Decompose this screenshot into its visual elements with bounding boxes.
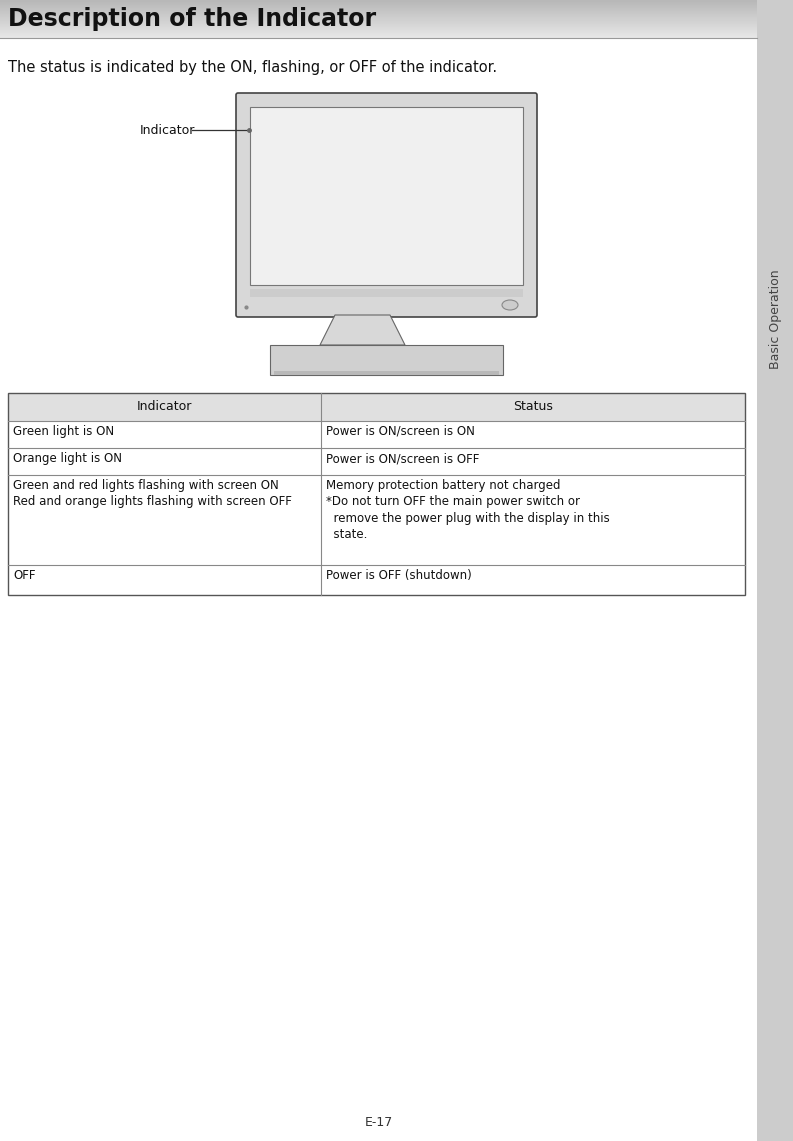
Text: The status is indicated by the ON, flashing, or OFF of the indicator.: The status is indicated by the ON, flash… <box>8 60 497 75</box>
Bar <box>757 0 793 1141</box>
Bar <box>0 10 757 11</box>
Bar <box>0 5 757 6</box>
Bar <box>0 8 757 9</box>
Bar <box>0 17 757 18</box>
Text: Indicator: Indicator <box>137 400 192 413</box>
Text: E-17: E-17 <box>364 1117 393 1130</box>
Bar <box>0 19 757 21</box>
Text: Basic Operation: Basic Operation <box>768 269 781 370</box>
Text: Memory protection battery not charged
*Do not turn OFF the main power switch or
: Memory protection battery not charged *D… <box>326 479 610 542</box>
Bar <box>0 38 757 39</box>
Bar <box>0 7 757 8</box>
Bar <box>0 13 757 14</box>
Bar <box>0 33 757 34</box>
Bar <box>8 393 745 421</box>
Text: Indicator: Indicator <box>140 123 195 137</box>
Bar <box>0 33 757 34</box>
Bar <box>0 37 757 38</box>
Bar <box>0 6 757 7</box>
Bar <box>0 13 757 14</box>
Bar <box>270 345 503 375</box>
Bar <box>0 11 757 13</box>
Text: Orange light is ON: Orange light is ON <box>13 452 122 466</box>
Text: Power is OFF (shutdown): Power is OFF (shutdown) <box>326 569 472 582</box>
Bar <box>0 32 757 33</box>
Bar <box>0 21 757 22</box>
Text: Green and red lights flashing with screen ON
Red and orange lights flashing with: Green and red lights flashing with scree… <box>13 479 292 509</box>
Bar <box>0 26 757 27</box>
Text: Power is ON/screen is ON: Power is ON/screen is ON <box>326 424 475 438</box>
Bar <box>0 22 757 23</box>
Bar <box>0 3 757 5</box>
Bar <box>8 565 745 594</box>
Polygon shape <box>320 315 405 345</box>
Text: Description of the Indicator: Description of the Indicator <box>8 7 376 31</box>
Bar <box>0 14 757 15</box>
Bar <box>0 24 757 25</box>
Bar <box>0 23 757 24</box>
Bar <box>0 35 757 37</box>
Bar <box>0 34 757 35</box>
Bar <box>0 8 757 9</box>
Bar <box>0 19 757 21</box>
Bar <box>8 421 745 448</box>
Bar <box>0 10 757 11</box>
Text: OFF: OFF <box>13 569 36 582</box>
Text: Status: Status <box>513 400 553 413</box>
Bar <box>0 1 757 2</box>
Bar <box>0 15 757 16</box>
Bar <box>274 371 499 375</box>
Bar <box>0 16 757 17</box>
Bar <box>0 30 757 31</box>
Bar <box>0 0 757 1</box>
Ellipse shape <box>502 300 518 310</box>
Bar <box>0 31 757 32</box>
Bar <box>0 15 757 16</box>
Bar <box>8 448 745 475</box>
Bar <box>8 393 745 594</box>
Bar <box>0 3 757 5</box>
Bar <box>0 24 757 25</box>
Bar <box>0 25 757 26</box>
Bar <box>250 289 523 297</box>
Text: Power is ON/screen is OFF: Power is ON/screen is OFF <box>326 452 480 466</box>
Bar <box>0 22 757 23</box>
Bar <box>0 6 757 7</box>
Bar <box>0 1 757 2</box>
Text: Green light is ON: Green light is ON <box>13 424 114 438</box>
FancyBboxPatch shape <box>236 94 537 317</box>
Bar <box>0 27 757 29</box>
Bar <box>0 29 757 30</box>
Bar <box>0 31 757 32</box>
Bar <box>250 107 523 285</box>
Bar <box>0 9 757 10</box>
Bar <box>0 2 757 3</box>
Bar <box>0 17 757 18</box>
Bar <box>8 475 745 565</box>
Bar <box>0 35 757 37</box>
Bar <box>0 18 757 19</box>
Bar <box>0 26 757 27</box>
Bar <box>0 29 757 30</box>
